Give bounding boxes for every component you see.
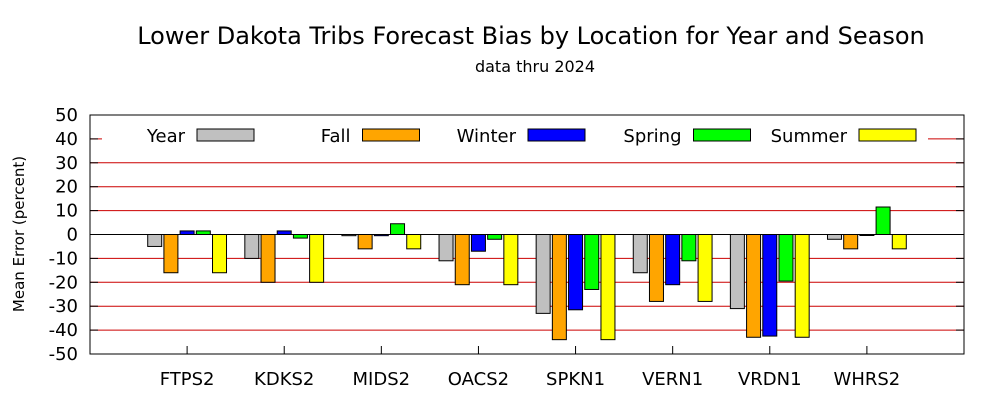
legend-label-winter: Winter: [457, 126, 517, 147]
bar-mids2-fall: [357, 234, 373, 250]
bar-oacs2-summer: [503, 234, 519, 286]
y-tick-label: 10: [55, 201, 78, 222]
y-axis-ticks: 50 40 30 20 10 0-10 -20 -30 -40 -50: [49, 105, 964, 365]
bar-oacs2-fall: [454, 234, 470, 286]
y-tick-label: -40: [49, 320, 78, 341]
y-tick-label: 40: [55, 129, 78, 150]
legend-swatch-fall: [362, 128, 420, 142]
bar-mids2-summer: [406, 234, 422, 250]
y-tick-label: -30: [49, 296, 78, 317]
bar-whrs2-summer: [891, 234, 907, 250]
x-axis-ticks: FTPS2 KDKS2 MIDS2 OACS2 SPKN1 VERN1 VRDN1 WHRS2: [160, 346, 901, 390]
bar-vrdn1-year: [729, 234, 745, 310]
x-tick-label-kdks2: KDKS2: [254, 369, 314, 390]
legend: Year Fall Winter Spring Summer: [146, 126, 917, 147]
y-tick-label: 50: [55, 105, 78, 126]
bar-vrdn1-winter: [762, 234, 778, 337]
y-tick-label: -20: [49, 272, 78, 293]
bar-mids2-spring: [390, 223, 406, 235]
x-tick-label-vrdn1: VRDN1: [738, 369, 802, 390]
bar-kdks2-summer: [309, 234, 325, 283]
bar-whrs2-fall: [843, 234, 859, 250]
legend-label-summer: Summer: [771, 126, 848, 147]
bar-ftps2-winter: [179, 230, 195, 235]
bar-oacs2-year: [438, 234, 454, 262]
bar-ftps2-fall: [163, 234, 179, 274]
bar-ftps2-spring: [195, 230, 211, 235]
x-tick-label-oacs2: OACS2: [448, 369, 509, 390]
y-tick-label: 20: [55, 177, 78, 198]
x-tick-label-ftps2: FTPS2: [160, 369, 215, 390]
bar-vern1-year: [632, 234, 648, 274]
bar-kdks2-fall: [260, 234, 276, 283]
y-tick-label: -50: [49, 344, 78, 365]
bar-vrdn1-spring: [778, 234, 794, 282]
bar-kdks2-spring: [292, 234, 308, 239]
bar-vern1-spring: [681, 234, 697, 262]
bar-spkn1-winter: [568, 234, 584, 311]
grid-lines: [90, 138, 964, 331]
x-tick-label-vern1: VERN1: [642, 369, 703, 390]
bar-vern1-fall: [648, 234, 664, 302]
y-axis-label: Mean Error (percent): [10, 156, 28, 312]
bar-spkn1-spring: [584, 234, 600, 290]
chart-title: Lower Dakota Tribs Forecast Bias by Loca…: [137, 22, 925, 50]
legend-label-spring: Spring: [623, 126, 681, 147]
y-tick-label: 30: [55, 153, 78, 174]
legend-label-fall: Fall: [321, 126, 351, 147]
legend-swatch-year: [196, 128, 255, 142]
bar-oacs2-winter: [470, 234, 486, 252]
y-tick-label: -10: [49, 248, 78, 269]
bar-kdks2-year: [244, 234, 260, 259]
legend-swatch-spring: [693, 128, 751, 142]
bar-vern1-summer: [697, 234, 713, 302]
chart-subtitle: data thru 2024: [475, 57, 595, 76]
bar-spkn1-summer: [600, 234, 616, 341]
bar-spkn1-year: [535, 234, 551, 314]
bar-ftps2-year: [147, 234, 163, 247]
x-tick-label-mids2: MIDS2: [353, 369, 411, 390]
legend-label-year: Year: [146, 126, 186, 147]
bar-whrs2-year: [826, 234, 842, 240]
legend-swatch-winter: [527, 128, 586, 142]
bar-oacs2-spring: [487, 234, 503, 240]
x-tick-label-spkn1: SPKN1: [546, 369, 605, 390]
bar-vrdn1-summer: [794, 234, 810, 338]
bar-vrdn1-fall: [746, 234, 762, 338]
bar-ftps2-summer: [212, 234, 228, 274]
bar-kdks2-winter: [276, 230, 292, 235]
bar-vern1-winter: [665, 234, 681, 286]
bar-whrs2-spring: [875, 206, 891, 235]
bars: [147, 206, 907, 341]
legend-swatch-summer: [858, 128, 917, 142]
bar-spkn1-fall: [551, 234, 567, 341]
x-tick-label-whrs2: WHRS2: [834, 369, 901, 390]
y-tick-label: 0: [67, 225, 78, 246]
